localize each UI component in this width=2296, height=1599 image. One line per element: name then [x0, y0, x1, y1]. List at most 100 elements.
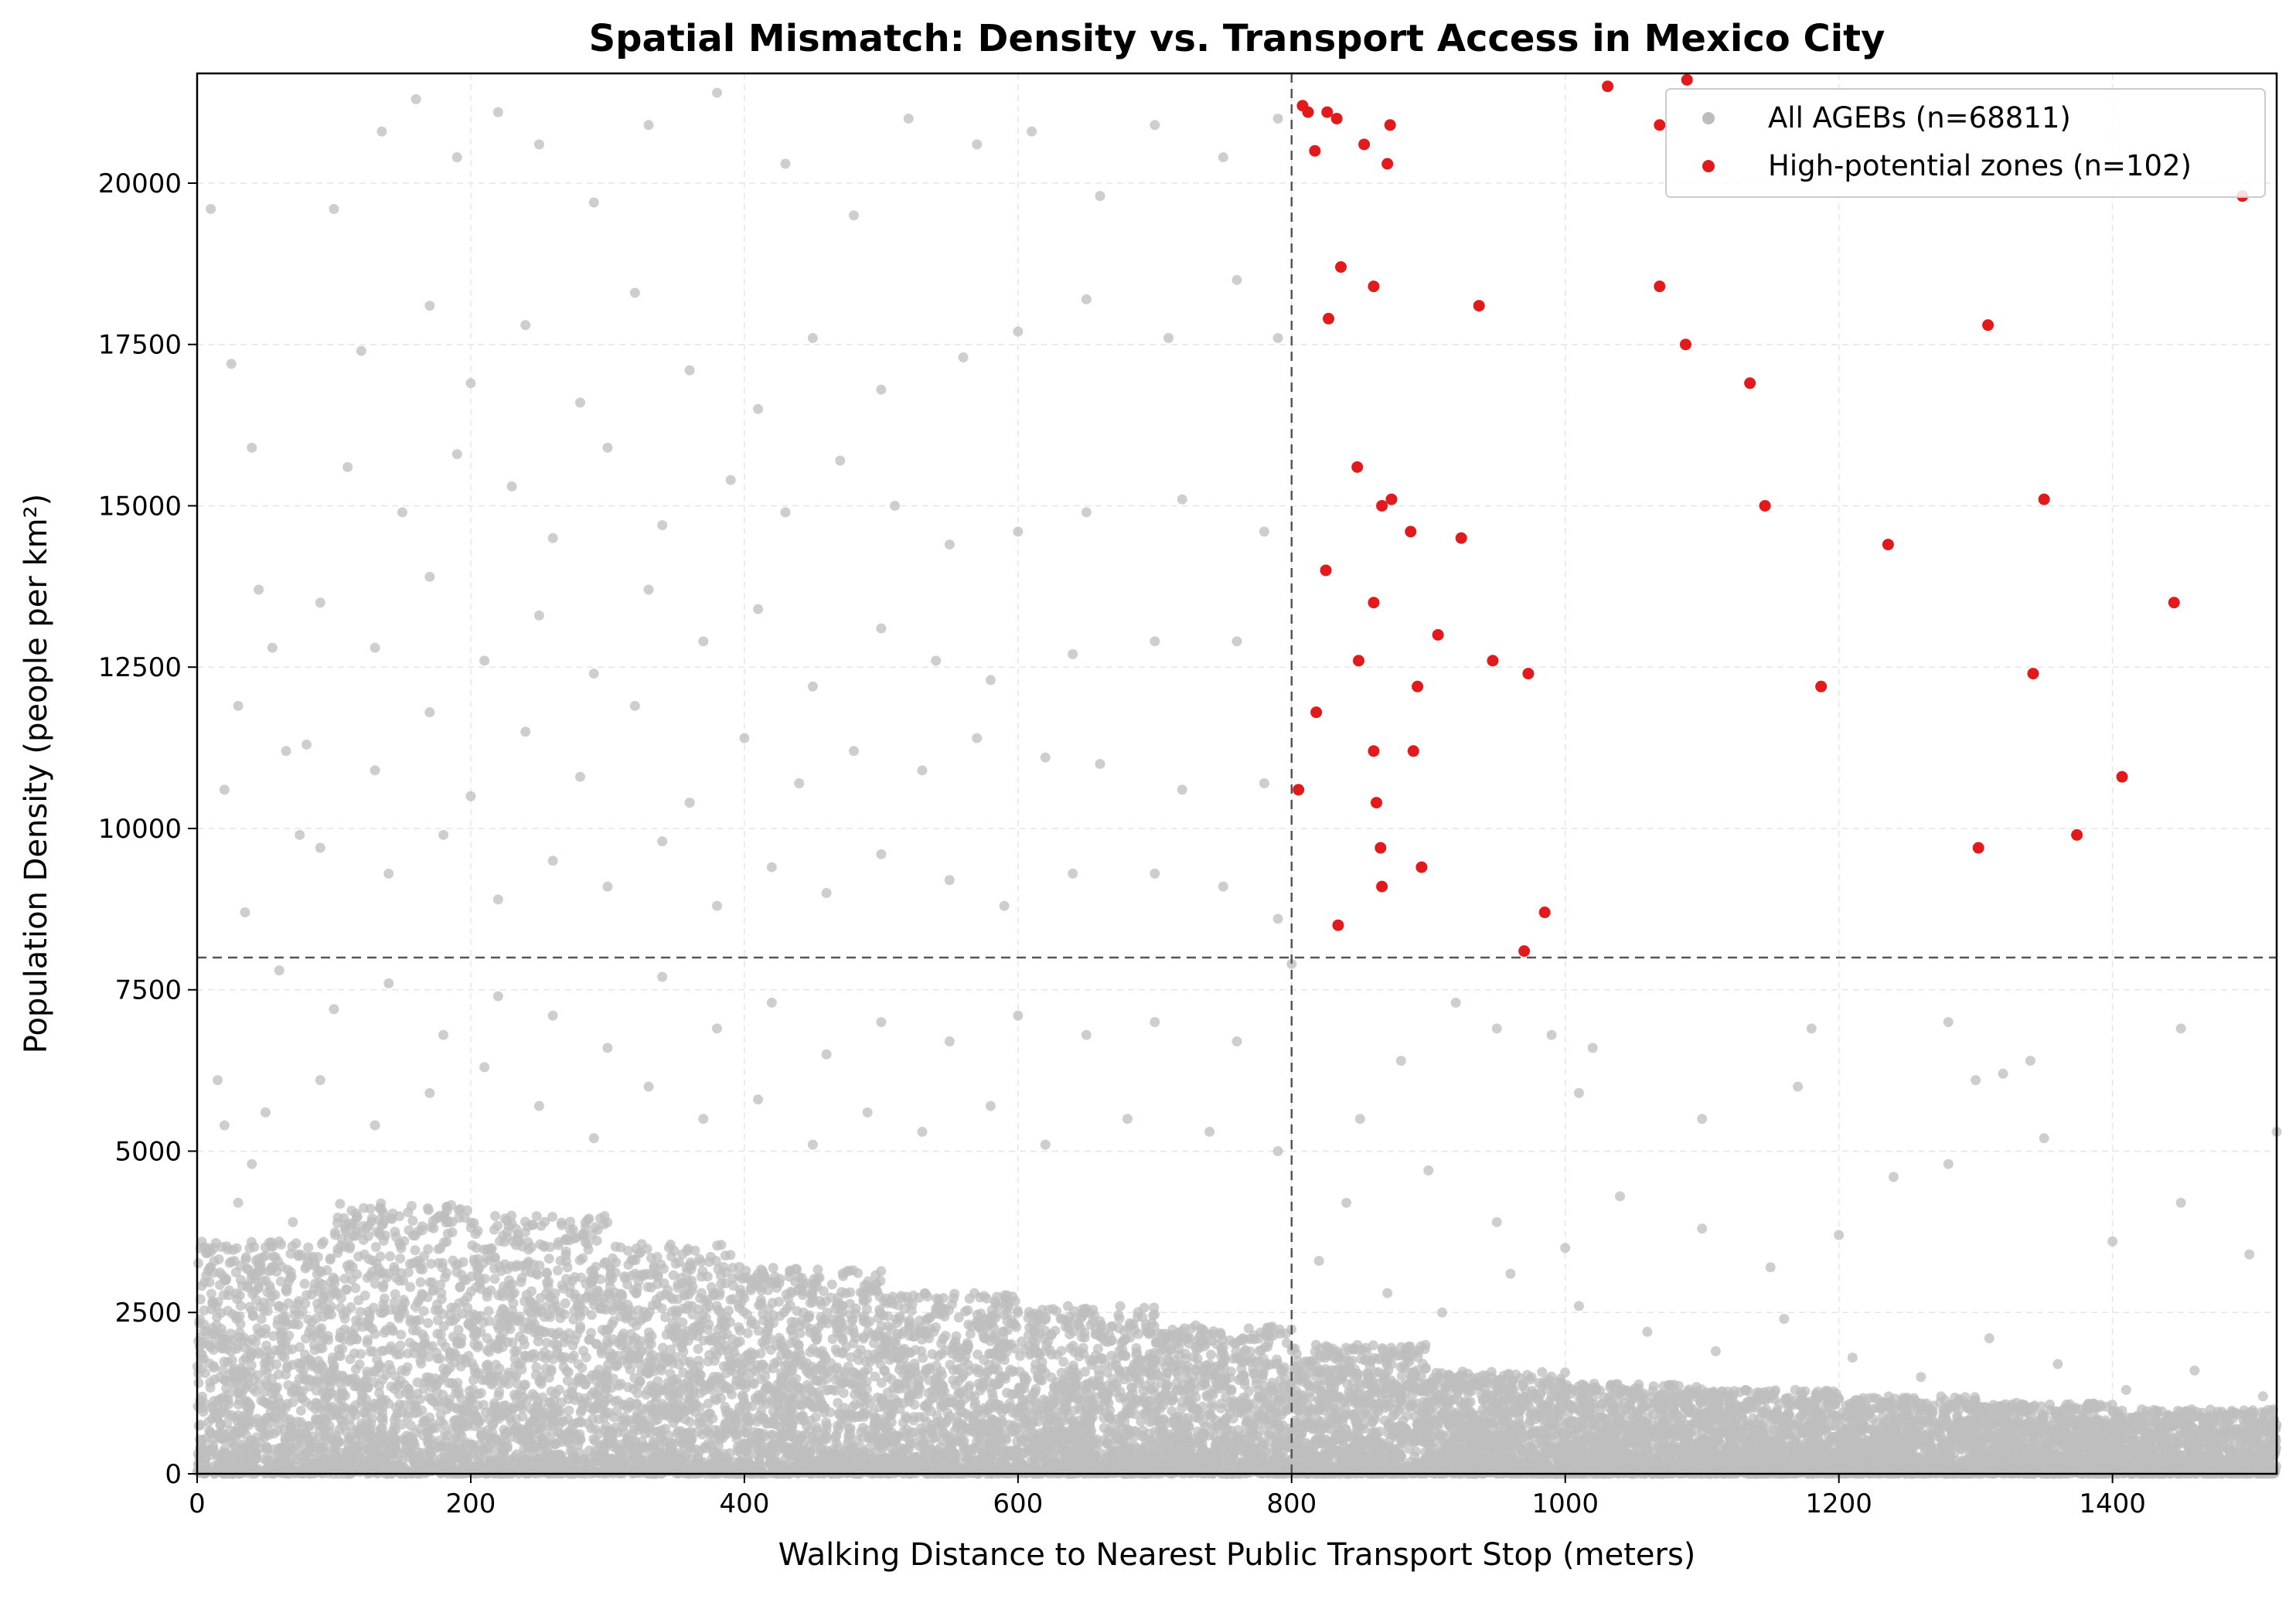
all-agebs-point: [502, 1458, 513, 1469]
all-agebs-point: [550, 1329, 561, 1340]
all-agebs-point: [561, 1233, 572, 1244]
all-agebs-point: [260, 1328, 271, 1339]
all-agebs-point: [526, 1349, 537, 1360]
all-agebs-point: [362, 1437, 373, 1448]
all-agebs-point: [507, 1337, 518, 1348]
all-agebs-point: [320, 1413, 331, 1424]
all-agebs-point: [519, 1323, 530, 1334]
all-agebs-point: [632, 1467, 643, 1478]
all-agebs-point: [435, 1416, 446, 1427]
all-agebs-point: [547, 1211, 558, 1222]
all-agebs-point: [418, 1306, 429, 1317]
all-agebs-point: [435, 1329, 446, 1340]
all-agebs-point: [799, 1318, 810, 1329]
all-agebs-point: [523, 1221, 533, 1232]
all-agebs-point: [844, 1309, 855, 1320]
all-agebs-point: [531, 1362, 542, 1373]
all-agebs-point: [278, 1328, 288, 1339]
all-agebs-point: [381, 1272, 392, 1283]
all-agebs-point: [543, 1277, 554, 1288]
all-agebs-point: [321, 1393, 332, 1404]
all-agebs-point: [471, 1243, 482, 1254]
all-agebs-point: [301, 1261, 312, 1272]
all-agebs-point: [339, 1274, 350, 1284]
all-agebs-point: [607, 1253, 618, 1264]
all-agebs-point: [332, 1373, 342, 1384]
all-agebs-point: [659, 1359, 669, 1369]
all-agebs-point: [815, 1295, 826, 1306]
all-agebs-point: [351, 1315, 362, 1325]
all-agebs-point: [374, 1438, 385, 1449]
all-agebs-point: [539, 1439, 550, 1450]
all-agebs-point: [703, 1356, 714, 1367]
all-agebs-point: [695, 1369, 706, 1380]
all-agebs-point: [784, 1450, 795, 1461]
all-agebs-point: [619, 1271, 630, 1282]
all-agebs-point: [453, 1205, 464, 1216]
all-agebs-point: [453, 1439, 464, 1450]
all-agebs-point: [330, 1441, 341, 1451]
all-agebs-point: [412, 1389, 423, 1400]
all-agebs-point: [594, 1213, 605, 1224]
all-agebs-point: [290, 1427, 301, 1438]
all-agebs-point: [797, 1290, 808, 1301]
all-agebs-point: [238, 1332, 249, 1343]
all-agebs-point: [520, 1437, 531, 1448]
all-agebs-point: [798, 1278, 809, 1289]
all-agebs-point: [502, 1310, 513, 1321]
all-agebs-point: [248, 1374, 259, 1385]
all-agebs-point: [605, 1263, 615, 1274]
all-agebs-point: [816, 1312, 826, 1322]
all-agebs-point: [747, 1377, 758, 1388]
all-agebs-point: [279, 1352, 290, 1363]
all-agebs-point: [350, 1283, 361, 1294]
all-agebs-point: [204, 1277, 215, 1288]
all-agebs-point: [665, 1440, 676, 1451]
all-agebs-point: [475, 1388, 486, 1399]
all-agebs-point: [741, 1400, 752, 1411]
all-agebs-point: [554, 1384, 564, 1395]
all-agebs-point: [608, 1334, 618, 1345]
all-agebs-point: [776, 1373, 787, 1383]
all-agebs-point: [272, 1425, 283, 1436]
all-agebs-point: [870, 1421, 881, 1432]
all-agebs-point: [311, 1414, 322, 1424]
all-agebs-point: [415, 1259, 426, 1270]
all-agebs-point: [382, 1450, 393, 1461]
all-agebs-point: [768, 1263, 778, 1274]
all-agebs-point: [314, 1277, 325, 1288]
all-agebs-point: [362, 1272, 373, 1283]
all-agebs-point: [250, 1337, 261, 1348]
all-agebs-point: [309, 1260, 320, 1271]
all-agebs-point: [808, 1402, 819, 1413]
all-agebs-point: [338, 1409, 349, 1420]
all-agebs-point: [316, 1323, 327, 1334]
all-agebs-point: [214, 1433, 225, 1444]
all-agebs-point: [397, 1419, 407, 1430]
all-agebs-point: [852, 1369, 863, 1380]
all-agebs-point: [209, 1363, 220, 1373]
all-agebs-point: [402, 1435, 413, 1446]
all-agebs-point: [753, 1325, 764, 1336]
all-agebs-point: [237, 1439, 248, 1450]
all-agebs-point: [812, 1387, 823, 1398]
all-agebs-point: [193, 1258, 204, 1269]
all-agebs-point: [531, 1211, 542, 1222]
all-agebs-point: [728, 1281, 739, 1291]
all-agebs-point: [533, 1330, 543, 1341]
all-agebs-point: [385, 1364, 396, 1375]
all-agebs-point: [435, 1243, 446, 1254]
all-agebs-point: [656, 1425, 667, 1436]
all-agebs-point: [257, 1275, 267, 1286]
all-agebs-point: [531, 1463, 542, 1474]
all-agebs-point: [681, 1304, 692, 1315]
all-agebs-point: [629, 1383, 639, 1394]
all-agebs-point: [231, 1243, 242, 1254]
all-agebs-point: [549, 1394, 560, 1405]
all-agebs-point: [350, 1364, 361, 1375]
all-agebs-point: [297, 1306, 308, 1317]
all-agebs-point: [262, 1412, 273, 1423]
all-agebs-point: [262, 1346, 273, 1356]
all-agebs-point: [684, 1356, 695, 1367]
